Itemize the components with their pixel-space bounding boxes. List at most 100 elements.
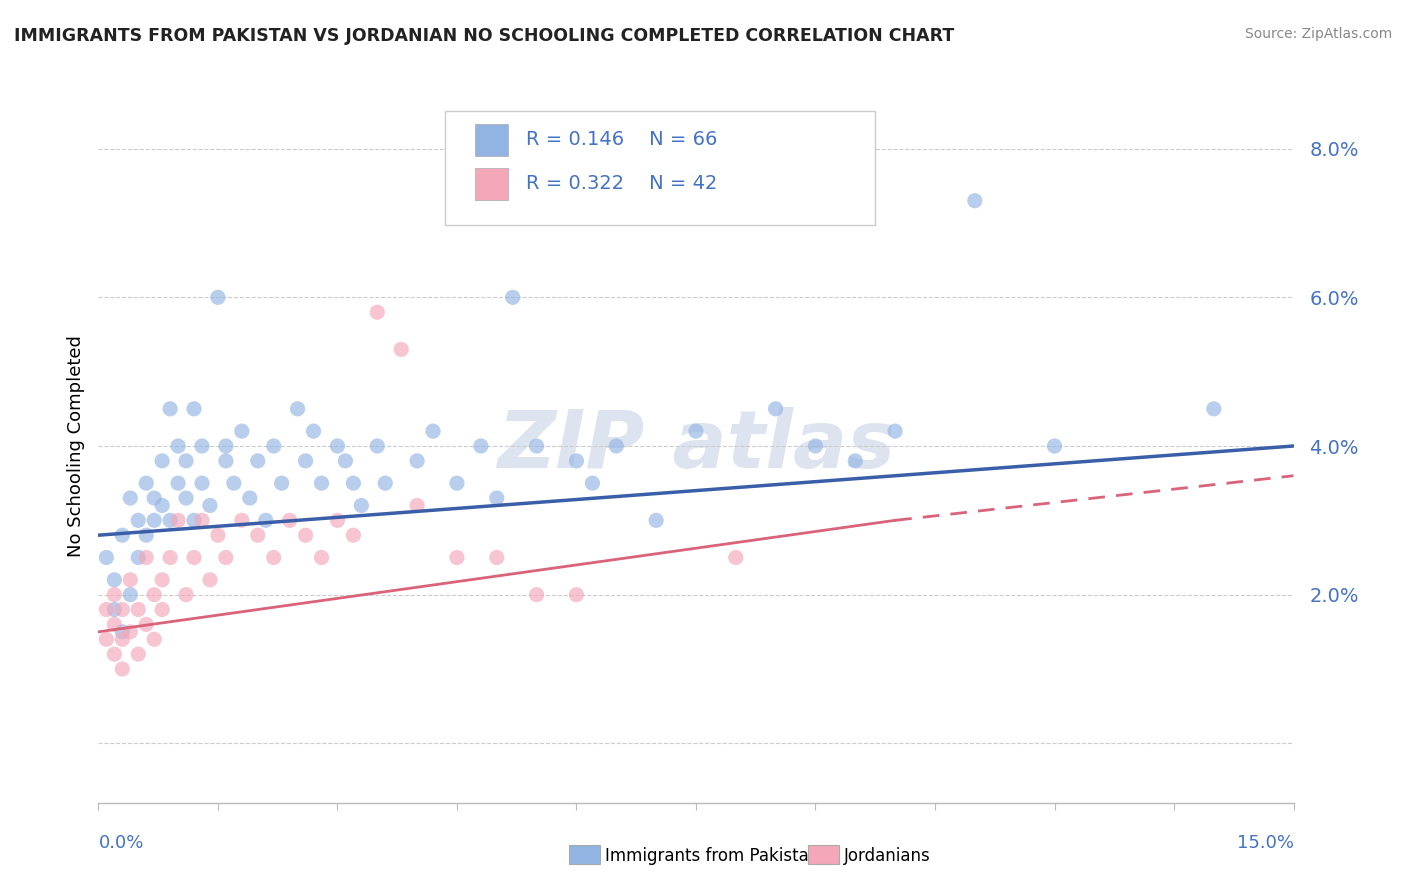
Point — [120, 491, 142, 505]
Point — [287, 401, 309, 416]
Point — [231, 424, 253, 438]
Point — [143, 513, 166, 527]
Point — [183, 401, 205, 416]
Point — [183, 550, 205, 565]
Point — [167, 513, 190, 527]
Point — [111, 602, 134, 616]
Point — [103, 573, 125, 587]
Point — [1202, 401, 1225, 416]
Point — [127, 513, 149, 527]
FancyBboxPatch shape — [444, 111, 875, 225]
Point — [565, 454, 588, 468]
Point — [159, 401, 181, 416]
Point — [143, 588, 166, 602]
Point — [278, 513, 301, 527]
Point — [135, 617, 157, 632]
Point — [724, 120, 747, 134]
Point — [111, 528, 134, 542]
Point — [605, 439, 627, 453]
Text: 0.0%: 0.0% — [98, 834, 143, 852]
Point — [103, 617, 125, 632]
Point — [207, 528, 229, 542]
Point — [765, 401, 787, 416]
Point — [150, 454, 173, 468]
Point — [183, 513, 205, 527]
Point — [143, 632, 166, 647]
Point — [844, 454, 866, 468]
Point — [111, 662, 134, 676]
Point — [127, 647, 149, 661]
Point — [565, 588, 588, 602]
Point — [150, 573, 173, 587]
Text: 15.0%: 15.0% — [1236, 834, 1294, 852]
Point — [446, 550, 468, 565]
Point — [884, 424, 907, 438]
Point — [470, 439, 492, 453]
Point — [526, 439, 548, 453]
Point — [366, 305, 388, 319]
Point — [446, 476, 468, 491]
Point — [191, 439, 214, 453]
Point — [103, 647, 125, 661]
Point — [191, 476, 214, 491]
Point — [350, 499, 373, 513]
Text: Immigrants from Pakistan: Immigrants from Pakistan — [605, 847, 818, 865]
Point — [685, 424, 707, 438]
Point — [246, 528, 269, 542]
Point — [103, 588, 125, 602]
Point — [174, 588, 197, 602]
Point — [167, 476, 190, 491]
Point — [111, 624, 134, 639]
Point — [326, 439, 349, 453]
Point — [103, 602, 125, 616]
Y-axis label: No Schooling Completed: No Schooling Completed — [66, 335, 84, 557]
Point — [120, 624, 142, 639]
Point — [207, 290, 229, 304]
Point — [215, 439, 238, 453]
Point — [406, 454, 429, 468]
Point — [645, 513, 668, 527]
Point — [120, 588, 142, 602]
Point — [174, 491, 197, 505]
Point — [422, 424, 444, 438]
Point — [804, 439, 827, 453]
Point — [215, 550, 238, 565]
Point — [263, 550, 285, 565]
Point — [150, 499, 173, 513]
Point — [167, 439, 190, 453]
Point — [135, 550, 157, 565]
Point — [342, 528, 364, 542]
Text: R = 0.322    N = 42: R = 0.322 N = 42 — [526, 174, 717, 193]
Point — [191, 513, 214, 527]
Point — [222, 476, 245, 491]
Point — [96, 632, 118, 647]
Point — [150, 602, 173, 616]
Point — [231, 513, 253, 527]
Point — [120, 573, 142, 587]
Point — [254, 513, 277, 527]
Point — [215, 454, 238, 468]
Point — [335, 454, 357, 468]
Point — [159, 550, 181, 565]
Point — [485, 491, 508, 505]
Point — [526, 588, 548, 602]
Text: Jordanians: Jordanians — [844, 847, 931, 865]
Text: Source: ZipAtlas.com: Source: ZipAtlas.com — [1244, 27, 1392, 41]
Point — [246, 454, 269, 468]
Text: IMMIGRANTS FROM PAKISTAN VS JORDANIAN NO SCHOOLING COMPLETED CORRELATION CHART: IMMIGRANTS FROM PAKISTAN VS JORDANIAN NO… — [14, 27, 955, 45]
Point — [389, 343, 412, 357]
Point — [294, 454, 316, 468]
Point — [1043, 439, 1066, 453]
Point — [311, 550, 333, 565]
Point — [239, 491, 262, 505]
Point — [198, 573, 221, 587]
Point — [111, 632, 134, 647]
Point — [302, 424, 325, 438]
Point — [406, 499, 429, 513]
Point — [135, 476, 157, 491]
Point — [963, 194, 986, 208]
Point — [96, 602, 118, 616]
Point — [342, 476, 364, 491]
Point — [174, 454, 197, 468]
FancyBboxPatch shape — [475, 124, 509, 156]
